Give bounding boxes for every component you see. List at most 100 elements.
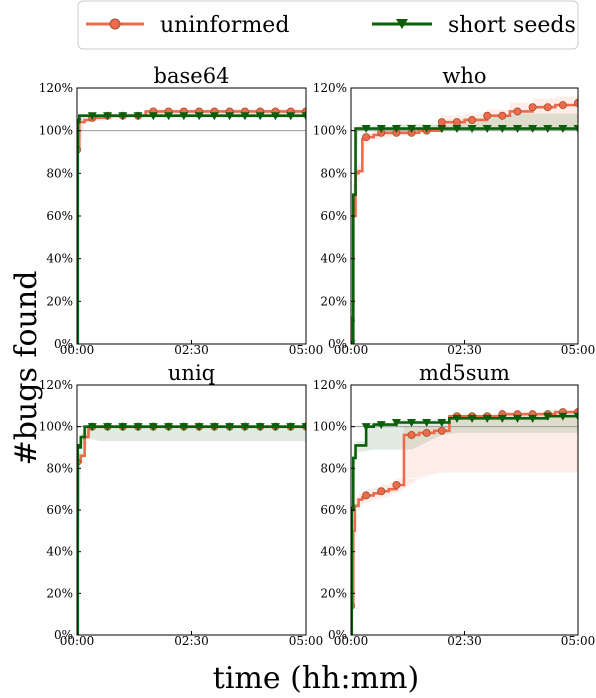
marker-short-seeds (240, 112, 250, 121)
marker-short-seeds (391, 419, 401, 427)
series-line-uninformed (77, 110, 306, 344)
legend-marker-uninformed (109, 18, 121, 30)
panel-md5sum: 0% 20% 40% 60% 80% 100% 120% 00:00 02:30 05:00 md5… (313, 361, 596, 648)
panel-title: md5sum (419, 361, 510, 385)
marker-short-seeds (118, 112, 128, 121)
marker-short-seeds (301, 112, 306, 121)
y-tick-label: 40% (46, 252, 73, 266)
marker-short-seeds (118, 423, 128, 432)
plot-area (351, 408, 578, 635)
legend-label-short-seeds: short seeds (448, 13, 576, 38)
marker-uninformed (362, 133, 371, 142)
marker-short-seeds (512, 125, 522, 134)
marker-short-seeds (194, 112, 204, 121)
y-tick-label: 80% (320, 166, 347, 180)
y-tick-label: 60% (46, 503, 73, 517)
marker-short-seeds (528, 125, 538, 134)
x-tick-label: 00:00 (334, 343, 369, 357)
marker-short-seeds (179, 112, 189, 121)
y-tick-label: 100% (39, 420, 73, 434)
plot-area (77, 107, 306, 344)
marker-short-seeds (103, 423, 113, 432)
marker-short-seeds (437, 125, 447, 134)
marker-short-seeds (87, 112, 97, 121)
x-tick-label: 05:00 (561, 634, 596, 648)
y-tick-label: 60% (46, 209, 73, 223)
marker-uninformed (362, 491, 371, 500)
marker-short-seeds (437, 419, 447, 427)
band-uninformed (77, 424, 306, 635)
band-uninformed (77, 109, 306, 344)
y-tick-label: 40% (320, 545, 347, 559)
panel-title: base64 (154, 64, 230, 88)
marker-short-seeds (286, 112, 296, 121)
marker-short-seeds (482, 125, 492, 134)
marker-short-seeds (270, 423, 280, 432)
panel-who: 0% 20% 40% 60% 80% 100% 120% 00:00 02:30 05:00 who (313, 64, 596, 357)
y-tick-label: 20% (46, 294, 73, 308)
plot-area (77, 422, 306, 635)
band-uninformed (351, 94, 578, 344)
y-tick-label: 0% (54, 628, 73, 642)
band-short-seeds (351, 414, 578, 635)
y-tick-label: 100% (39, 124, 73, 138)
marker-short-seeds (512, 414, 522, 423)
band-short-seeds (77, 113, 306, 344)
y-tick-label: 100% (313, 124, 347, 138)
x-tick-label: 02:30 (447, 343, 482, 357)
marker-short-seeds (422, 125, 432, 134)
band-uninformed (351, 410, 578, 635)
marker-short-seeds (573, 125, 578, 134)
marker-uninformed (513, 107, 522, 116)
marker-uninformed (452, 118, 461, 127)
legend-marker-short-seeds (396, 19, 408, 29)
marker-short-seeds (573, 412, 578, 421)
panel-base64: 0% 20% 40% 60% 80% 100% 120% 00:00 02:30 05:00 bas… (39, 64, 324, 357)
legend-entry-short-seeds: short seeds (372, 13, 576, 38)
marker-uninformed (422, 428, 431, 437)
y-tick-label: 60% (320, 503, 347, 517)
plot-area (351, 94, 578, 344)
marker-uninformed (407, 430, 416, 439)
x-axis-label: time (hh:mm) (213, 661, 419, 696)
legend-entry-uninformed: uninformed (86, 13, 289, 38)
band-short-seeds (77, 426, 306, 635)
marker-short-seeds (179, 423, 189, 432)
y-axis-label: #bugs found (9, 271, 44, 466)
axes-frame (76, 384, 307, 636)
x-tick-label: 02:30 (174, 634, 209, 648)
y-tick-label: 40% (46, 545, 73, 559)
x-tick-label: 02:30 (174, 343, 209, 357)
y-tick-label: 120% (313, 81, 347, 95)
marker-short-seeds (422, 419, 432, 427)
panel-title: who (442, 64, 486, 88)
marker-short-seeds (133, 423, 143, 432)
marker-short-seeds (209, 423, 219, 432)
marker-short-seeds (87, 423, 97, 432)
marker-short-seeds (164, 423, 174, 432)
x-tick-label: 00:00 (60, 343, 95, 357)
y-tick-label: 20% (320, 586, 347, 600)
marker-uninformed (468, 116, 477, 125)
series-line-short-seeds (351, 127, 578, 344)
y-tick-label: 0% (328, 628, 347, 642)
marker-short-seeds (467, 414, 477, 423)
y-tick-label: 40% (320, 252, 347, 266)
marker-short-seeds (286, 423, 296, 432)
marker-uninformed (498, 111, 507, 120)
marker-short-seeds (497, 125, 507, 134)
marker-short-seeds (148, 423, 158, 432)
marker-uninformed (437, 426, 446, 435)
marker-short-seeds (528, 414, 538, 423)
marker-short-seeds (452, 125, 462, 134)
marker-short-seeds (225, 423, 235, 432)
marker-uninformed (528, 103, 537, 112)
marker-short-seeds (255, 423, 265, 432)
y-tick-label: 60% (320, 209, 347, 223)
legend-label-uninformed: uninformed (160, 13, 289, 38)
marker-short-seeds (240, 423, 250, 432)
marker-short-seeds (133, 112, 143, 121)
panel-uniq: 0% 20% 40% 60% 80% 100% 120% 00:00 02:30 05:00 uni… (39, 361, 324, 648)
marker-short-seeds (407, 125, 417, 134)
y-tick-label: 80% (46, 461, 73, 475)
